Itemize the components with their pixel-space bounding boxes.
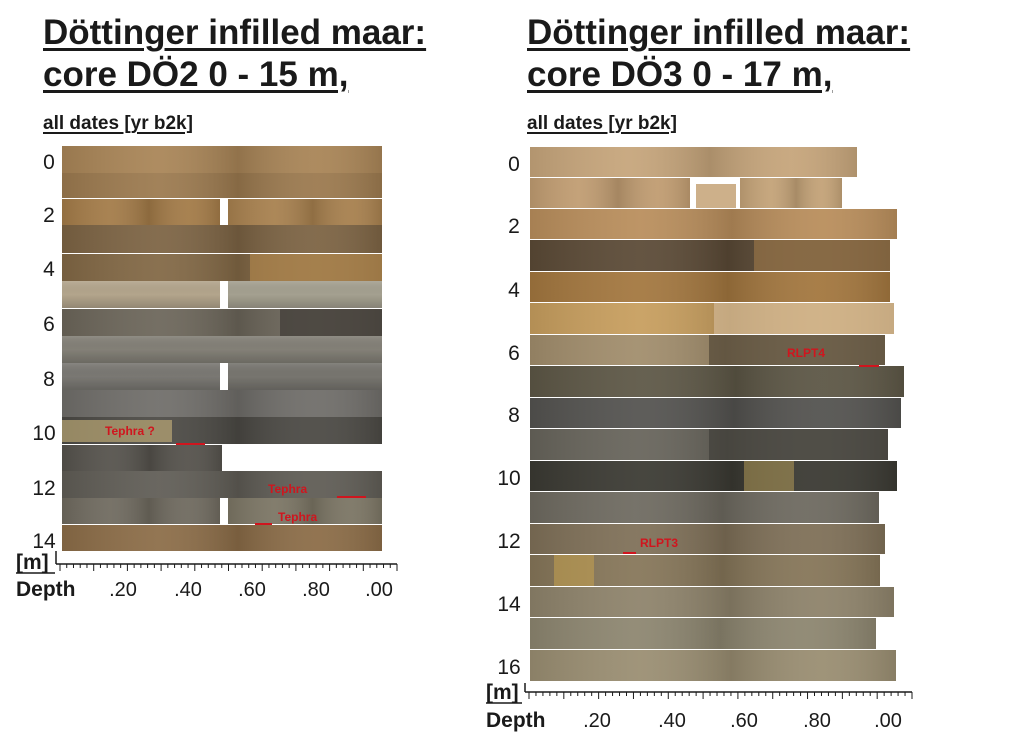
depth-label: 16: [497, 656, 520, 679]
core-title-line1: Döttinger infilled maar:: [527, 13, 911, 52]
core-panel-do3: Döttinger infilled maar: core DÖ3 0 - 17…: [484, 0, 1024, 745]
axis-tick-label: .20: [583, 710, 611, 732]
core-section: [696, 184, 736, 208]
depth-label: 10: [32, 422, 55, 445]
axis-tick-label: .00: [365, 579, 393, 601]
depth-label: 4: [43, 258, 55, 281]
depth-label: 8: [43, 368, 55, 391]
depth-label: 0: [508, 153, 520, 176]
axis-title: Depth: [16, 578, 76, 601]
depth-label: 12: [497, 530, 520, 553]
depth-label: 6: [43, 313, 55, 336]
core-title-line2: core DÖ2 0 - 15 m,: [43, 55, 349, 94]
axis-tick-label: .60: [730, 710, 758, 732]
depth-label: 4: [508, 279, 520, 302]
depth-label: 12: [32, 477, 55, 500]
core-title: Döttinger infilled maar: core DÖ2 0 - 15…: [43, 12, 426, 96]
core-title-line1: Döttinger infilled maar:: [43, 13, 427, 52]
axis-tick-label: .40: [658, 710, 686, 732]
depth-label: 14: [497, 593, 521, 616]
depth-label: 10: [497, 467, 520, 490]
axis-tick-label: .40: [174, 579, 202, 601]
annotations: Tephra ? Tephra Tephra: [105, 424, 366, 525]
tephra-label: Tephra: [278, 510, 317, 524]
depth-label: 14: [32, 530, 56, 553]
depth-label: 8: [508, 404, 520, 427]
depth-scale: [m] Depth .20 .40 .60 .80 .00: [16, 551, 398, 601]
tephra-label: Tephra: [268, 482, 307, 496]
depth-label: 2: [43, 204, 55, 227]
core-sections: [530, 147, 904, 681]
core-subtitle: all dates [yr b2k]: [43, 113, 193, 134]
rlpt-label: RLPT3: [640, 536, 678, 550]
annotations: RLPT4 RLPT3: [623, 346, 879, 554]
axis-tick-label: .20: [109, 579, 137, 601]
depth-scale: [m] Depth .20 .40 .60 .80 .00: [486, 681, 913, 732]
axis-tick-label: .60: [238, 579, 266, 601]
core-subtitle: all dates [yr b2k]: [527, 113, 677, 134]
depth-label: 6: [508, 342, 520, 365]
core-title-line2: core DÖ3 0 - 17 m,: [527, 55, 833, 94]
unit-label: [m]: [486, 681, 519, 704]
axis-tick-label: .80: [803, 710, 831, 732]
core-title: Döttinger infilled maar: core DÖ3 0 - 17…: [527, 12, 910, 96]
core-panel-do2: Döttinger infilled maar: core DÖ2 0 - 15…: [0, 0, 500, 745]
axis-title: Depth: [486, 709, 546, 732]
depth-label: 0: [43, 151, 55, 174]
axis-tick-label: .00: [874, 710, 902, 732]
core-figure: 0 2 4 6 8 10 12 14: [16, 146, 398, 601]
core-figure: 0 2 4 6 8 10 12 14 16: [486, 147, 913, 732]
tephra-label: Tephra ?: [105, 424, 155, 438]
depth-label: 2: [508, 215, 520, 238]
rlpt-label: RLPT4: [787, 346, 825, 360]
core-sections: [62, 146, 382, 551]
axis-tick-label: .80: [302, 579, 330, 601]
unit-label: [m]: [16, 551, 49, 574]
